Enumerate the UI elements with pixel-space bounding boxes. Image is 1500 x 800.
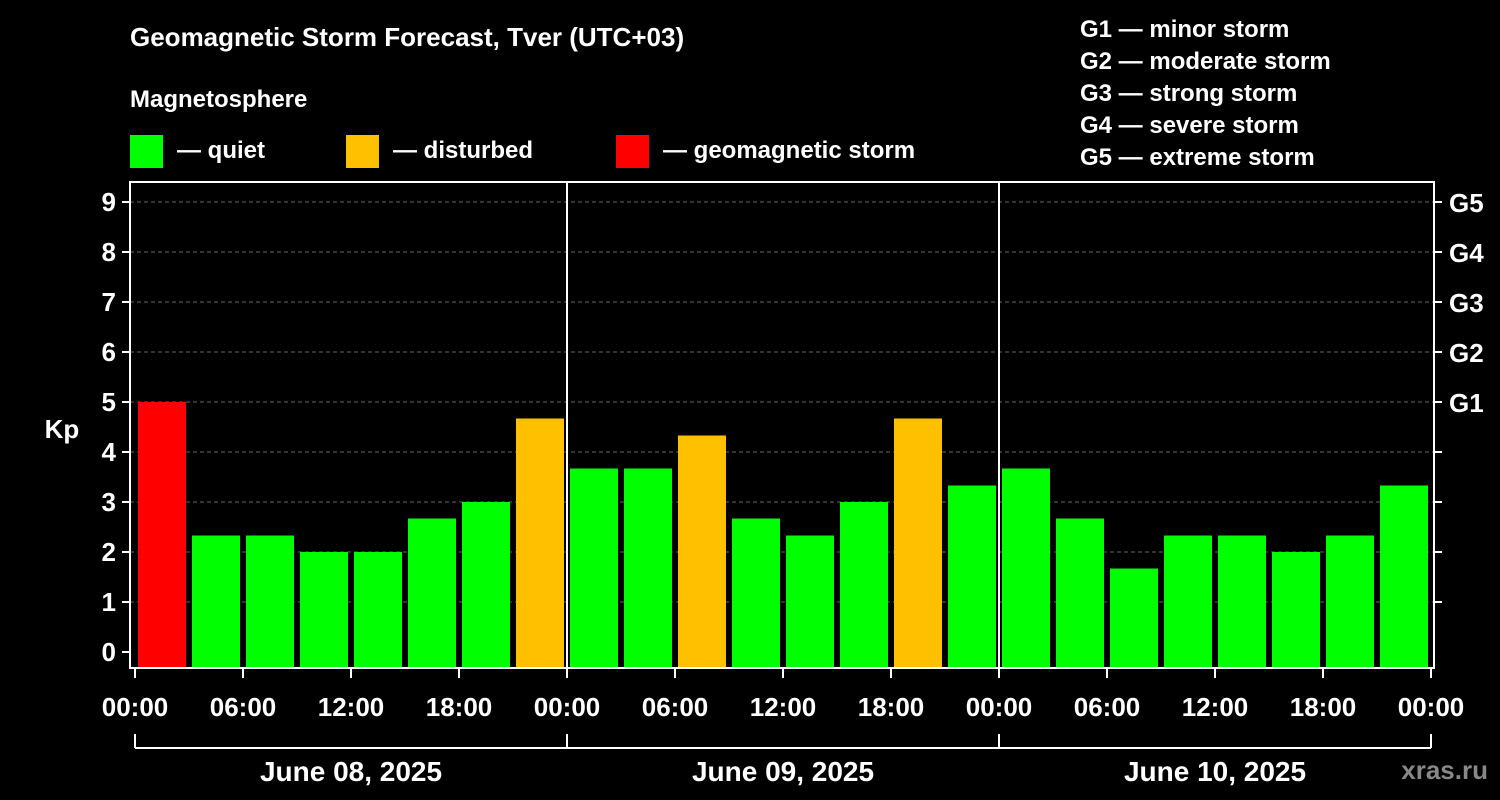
ytick-label-7: 7: [102, 287, 116, 317]
legend-swatch-disturbed: [346, 134, 379, 168]
chart-title: Geomagnetic Storm Forecast, Tver (UTC+03…: [130, 22, 685, 52]
xtick-label-4: 00:00: [534, 692, 601, 722]
ytick-label-6: 6: [102, 337, 116, 367]
kp-bar-22: [1326, 535, 1374, 668]
kp-bar-21: [1272, 552, 1320, 668]
kp-bar-13: [840, 502, 888, 668]
xtick-label-2: 12:00: [318, 692, 385, 722]
legend-storm: — geomagnetic storm: [616, 134, 915, 168]
ytick-label-5: 5: [102, 387, 116, 417]
day-label-2: June 10, 2025: [1124, 756, 1306, 787]
kp-bar-14: [894, 418, 942, 668]
right-tick-label-g5: G5: [1449, 188, 1484, 218]
xtick-label-0: 00:00: [102, 692, 169, 722]
legend-swatch-storm: [616, 134, 649, 168]
ytick-label-3: 3: [102, 487, 116, 517]
ytick-label-1: 1: [102, 587, 116, 617]
day-label-0: June 08, 2025: [260, 756, 442, 787]
xtick-label-9: 06:00: [1074, 692, 1141, 722]
day-label-1: June 09, 2025: [692, 756, 874, 787]
y-axis-label: Kp: [45, 414, 80, 444]
storm-scale-g5: G5 — extreme storm: [1080, 144, 1315, 171]
kp-bar-20: [1218, 535, 1266, 668]
xtick-label-1: 06:00: [210, 692, 277, 722]
kp-bar-11: [732, 518, 780, 668]
kp-bar-16: [1002, 468, 1050, 668]
watermark: xras.ru: [1401, 755, 1488, 785]
xtick-label-8: 00:00: [966, 692, 1033, 722]
storm-scale-list: G1 — minor storm G2 — moderate storm G3 …: [1080, 14, 1331, 174]
storm-scale-g4: G4 — severe storm: [1080, 112, 1299, 139]
ytick-label-4: 4: [102, 437, 117, 467]
kp-bar-2: [246, 535, 294, 668]
right-tick-label-g4: G4: [1449, 238, 1484, 268]
xtick-label-11: 18:00: [1290, 692, 1357, 722]
xtick-label-7: 18:00: [858, 692, 925, 722]
storm-scale-g2: G2 — moderate storm: [1080, 48, 1331, 75]
kp-bar-9: [624, 468, 672, 668]
kp-bar-3: [300, 552, 348, 668]
kp-bar-19: [1164, 535, 1212, 668]
ytick-label-8: 8: [102, 237, 116, 267]
kp-bar-7: [516, 418, 564, 668]
kp-bar-12: [786, 535, 834, 668]
right-tick-label-g3: G3: [1449, 288, 1484, 318]
legend-label-disturbed: — disturbed: [393, 137, 534, 164]
xtick-label-3: 18:00: [426, 692, 493, 722]
right-tick-label-g2: G2: [1449, 338, 1484, 368]
kp-bar-0: [138, 402, 186, 668]
storm-scale-g1: G1 — minor storm: [1080, 16, 1290, 43]
kp-bar-18: [1110, 568, 1158, 668]
kp-bar-8: [570, 468, 618, 668]
xtick-label-10: 12:00: [1182, 692, 1249, 722]
kp-bar-15: [948, 485, 996, 668]
legend-swatch-quiet: [130, 134, 163, 168]
ytick-label-9: 9: [102, 187, 116, 217]
xtick-label-12: 00:00: [1398, 692, 1465, 722]
kp-bar-1: [192, 535, 240, 668]
legend-disturbed: — disturbed: [346, 134, 533, 168]
xtick-label-5: 06:00: [642, 692, 709, 722]
storm-scale-g3: G3 — strong storm: [1080, 80, 1298, 107]
ytick-label-0: 0: [102, 637, 116, 667]
kp-bar-5: [408, 518, 456, 668]
xtick-label-6: 12:00: [750, 692, 817, 722]
legend-label-quiet: — quiet: [177, 137, 265, 164]
legend-heading: Magnetosphere: [130, 86, 308, 113]
legend-quiet: — quiet: [130, 134, 265, 168]
right-tick-label-g1: G1: [1449, 388, 1484, 418]
kp-bar-17: [1056, 518, 1104, 668]
legend-label-storm: — geomagnetic storm: [663, 137, 916, 164]
kp-bar-6: [462, 502, 510, 668]
kp-bar-23: [1380, 485, 1428, 668]
kp-bar-4: [354, 552, 402, 668]
kp-bar-10: [678, 435, 726, 668]
ytick-label-2: 2: [102, 537, 116, 567]
